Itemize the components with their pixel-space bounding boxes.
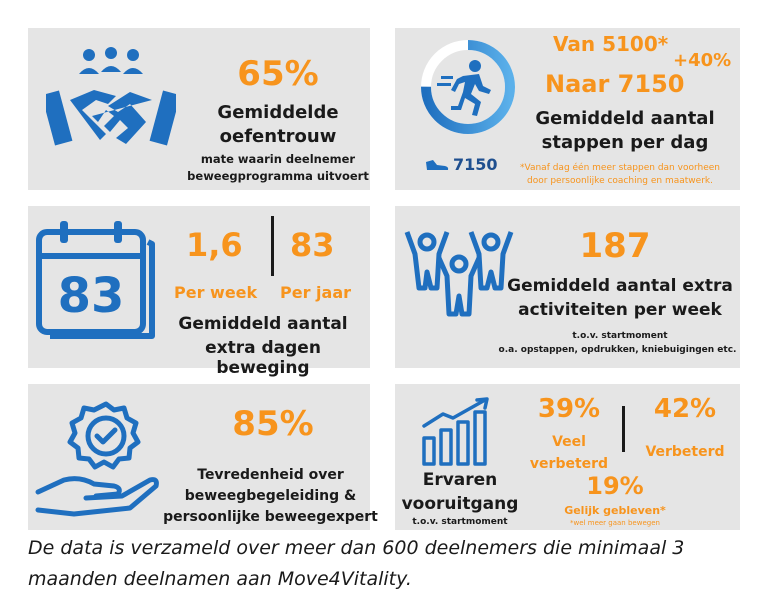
progress-title-line1: Ervaren — [422, 470, 498, 490]
progress-sub: t.o.v. startmoment — [412, 517, 508, 527]
activities-title-line1: Gemiddeld aantal extra — [507, 276, 733, 296]
per-year-label: Per jaar — [280, 283, 352, 302]
steps-title-line1: Gemiddeld aantal — [535, 108, 715, 129]
steps-note-line1: *Vanaf dag één meer stappen dan voorheen — [520, 163, 720, 173]
growth-chart-icon — [422, 397, 489, 466]
divider — [271, 216, 274, 276]
running-icon — [437, 60, 491, 116]
extra-days-title-line2: extra dagen beweging — [205, 338, 321, 378]
much-improved-line2: verbeterd — [529, 456, 609, 472]
steps-from: Van 5100* — [553, 32, 669, 56]
satisfaction-percent: 85% — [232, 404, 314, 444]
steps-to: Naar 7150 — [545, 70, 685, 98]
progress-divider — [622, 406, 625, 452]
much-improved-percent: 39% — [537, 394, 601, 424]
card-extra-days: 83 1,6 83 Per week Per jaar Gemiddeld aa… — [28, 206, 370, 378]
card-steps: Van 5100* Naar 7150 +40% Gemiddeld aanta… — [395, 28, 740, 190]
footer-line1: De data is verzameld over meer dan 600 d… — [28, 537, 685, 559]
card-adherence: 65% Gemiddelde oefentrouw mate waarin de… — [28, 28, 370, 190]
steps-increase: +40% — [673, 50, 732, 71]
step-progress-ring — [421, 40, 515, 134]
much-improved-line1: Veel — [552, 434, 586, 450]
handshake-icon — [46, 47, 176, 146]
steps-count: 7150 — [453, 155, 498, 174]
card-activities: 187 Gemiddeld aantal extra activiteiten … — [395, 206, 740, 368]
card-satisfaction: 85% Tevredenheid over beweegbegeleiding … — [28, 384, 378, 530]
calendar-number: 83 — [58, 268, 125, 324]
same-label: Gelijk gebleven* — [564, 504, 666, 517]
satisfaction-title-line3: persoonlijke beweegexpert — [163, 509, 378, 525]
calendar-icon: 83 — [36, 221, 155, 339]
improved-percent: 42% — [653, 394, 717, 424]
activities-sub-line1: t.o.v. startmoment — [572, 331, 668, 341]
per-year-value: 83 — [290, 226, 335, 264]
same-percent: 19% — [586, 472, 644, 500]
per-week-label: Per week — [174, 283, 258, 302]
satisfaction-title-line2: beweegbegeleiding & — [184, 488, 357, 504]
adherence-percent: 65% — [237, 54, 319, 94]
footer-caption: De data is verzameld over meer dan 600 d… — [28, 533, 758, 595]
shoe-icon — [426, 160, 449, 170]
adherence-sub-line2: beweegprogramma uitvoert — [187, 169, 369, 183]
activities-title-line2: activiteiten per week — [518, 300, 722, 320]
adherence-title-line2: oefentrouw — [219, 126, 337, 147]
steps-title-line2: stappen per dag — [541, 132, 709, 153]
per-week-value: 1,6 — [186, 226, 243, 264]
progress-title-line2: vooruitgang — [401, 494, 519, 514]
extra-days-title-line1: Gemiddeld aantal — [178, 314, 348, 334]
activities-value: 187 — [579, 226, 651, 266]
adherence-title-line1: Gemiddelde — [217, 102, 339, 123]
footer-line2: maanden deelnamen aan Move4Vitality. — [28, 568, 412, 590]
hand-badge-icon — [35, 401, 159, 517]
adherence-sub-line1: mate waarin deelnemer — [200, 152, 356, 166]
improved-label: Verbeterd — [645, 444, 725, 460]
people-cheering-icon — [404, 231, 514, 317]
same-note: *wel meer gaan bewegen — [570, 519, 660, 527]
steps-note-line2: door persoonlijke coaching en maatwerk. — [527, 176, 713, 186]
satisfaction-title-line1: Tevredenheid over — [197, 467, 344, 483]
card-progress: Ervaren vooruitgang t.o.v. startmoment 3… — [395, 384, 740, 530]
activities-sub-line2: o.a. opstappen, opdrukken, kniebuigingen… — [498, 345, 737, 355]
